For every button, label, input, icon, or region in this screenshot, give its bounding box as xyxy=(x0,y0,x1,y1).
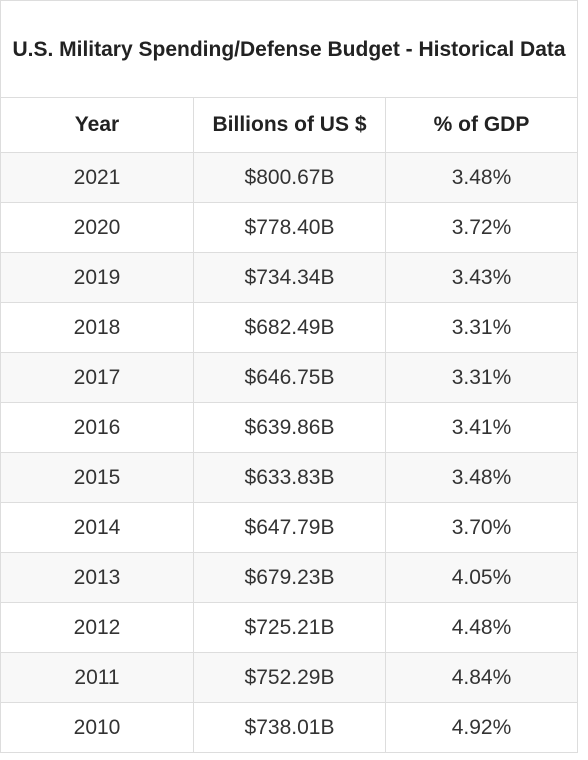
table-row: 2016 $639.86B 3.41% xyxy=(0,402,579,453)
cell-gdp-percent: 3.48% xyxy=(384,452,579,503)
cell-year: 2021 xyxy=(0,152,194,203)
table-row: 2020 $778.40B 3.72% xyxy=(0,202,579,253)
cell-billions: $646.75B xyxy=(193,352,386,403)
cell-billions: $738.01B xyxy=(193,702,386,753)
column-header-year: Year xyxy=(0,97,194,153)
cell-year: 2019 xyxy=(0,252,194,303)
cell-gdp-percent: 3.31% xyxy=(384,302,579,353)
cell-year: 2016 xyxy=(0,402,194,453)
cell-year: 2017 xyxy=(0,352,194,403)
cell-billions: $682.49B xyxy=(193,302,386,353)
cell-year: 2015 xyxy=(0,452,194,503)
cell-year: 2012 xyxy=(0,602,194,653)
table-row: 2013 $679.23B 4.05% xyxy=(0,552,579,603)
table-row: 2019 $734.34B 3.43% xyxy=(0,252,579,303)
cell-gdp-percent: 4.84% xyxy=(384,652,579,703)
table-row: 2014 $647.79B 3.70% xyxy=(0,502,579,553)
cell-billions: $734.34B xyxy=(193,252,386,303)
table-body: 2021 $800.67B 3.48% 2020 $778.40B 3.72% 2019 $7… xyxy=(0,152,579,753)
cell-billions: $633.83B xyxy=(193,452,386,503)
cell-billions: $647.79B xyxy=(193,502,386,553)
cell-gdp-percent: 3.70% xyxy=(384,502,579,553)
cell-billions: $639.86B xyxy=(193,402,386,453)
cell-gdp-percent: 3.41% xyxy=(384,402,579,453)
table-row: 2018 $682.49B 3.31% xyxy=(0,302,579,353)
column-header-billions: Billions of US $ xyxy=(193,97,386,153)
table-header-row: Year Billions of US $ % of GDP xyxy=(0,97,579,153)
table-caption-row: U.S. Military Spending/Defense Budget - … xyxy=(0,0,579,98)
table-row: 2017 $646.75B 3.31% xyxy=(0,352,579,403)
cell-gdp-percent: 3.48% xyxy=(384,152,579,203)
cell-year: 2010 xyxy=(0,702,194,753)
cell-year: 2020 xyxy=(0,202,194,253)
cell-gdp-percent: 3.72% xyxy=(384,202,579,253)
cell-billions: $800.67B xyxy=(193,152,386,203)
cell-gdp-percent: 3.43% xyxy=(384,252,579,303)
cell-year: 2014 xyxy=(0,502,194,553)
cell-gdp-percent: 4.48% xyxy=(384,602,579,653)
table-row: 2011 $752.29B 4.84% xyxy=(0,652,579,703)
column-header-gdp-percent: % of GDP xyxy=(384,97,579,153)
cell-year: 2013 xyxy=(0,552,194,603)
cell-billions: $725.21B xyxy=(193,602,386,653)
table-row: 2010 $738.01B 4.92% xyxy=(0,702,579,753)
cell-gdp-percent: 4.92% xyxy=(384,702,579,753)
cell-gdp-percent: 3.31% xyxy=(384,352,579,403)
military-spending-table: U.S. Military Spending/Defense Budget - … xyxy=(0,0,579,753)
cell-year: 2018 xyxy=(0,302,194,353)
table-row: 2012 $725.21B 4.48% xyxy=(0,602,579,653)
table-row: 2015 $633.83B 3.48% xyxy=(0,452,579,503)
cell-gdp-percent: 4.05% xyxy=(384,552,579,603)
cell-billions: $752.29B xyxy=(193,652,386,703)
table-title: U.S. Military Spending/Defense Budget - … xyxy=(0,0,579,98)
table-row: 2021 $800.67B 3.48% xyxy=(0,152,579,203)
cell-billions: $679.23B xyxy=(193,552,386,603)
cell-year: 2011 xyxy=(0,652,194,703)
cell-billions: $778.40B xyxy=(193,202,386,253)
